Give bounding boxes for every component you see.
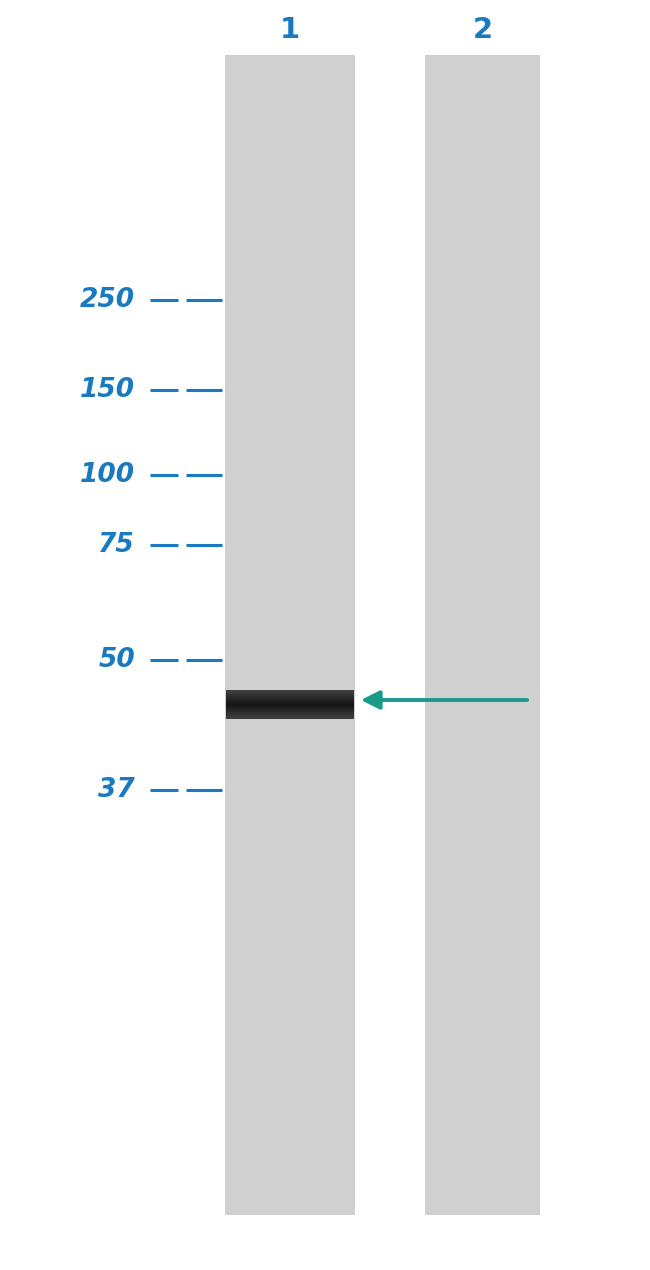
Text: 37: 37 bbox=[98, 777, 135, 803]
Bar bbox=[425, 55, 540, 1215]
Text: 100: 100 bbox=[80, 462, 135, 488]
Text: 50: 50 bbox=[98, 646, 135, 673]
Text: 2: 2 bbox=[473, 17, 493, 44]
Text: 150: 150 bbox=[80, 377, 135, 403]
Text: 250: 250 bbox=[80, 287, 135, 312]
Text: 75: 75 bbox=[98, 532, 135, 558]
Text: 1: 1 bbox=[280, 17, 300, 44]
Bar bbox=[225, 55, 355, 1215]
